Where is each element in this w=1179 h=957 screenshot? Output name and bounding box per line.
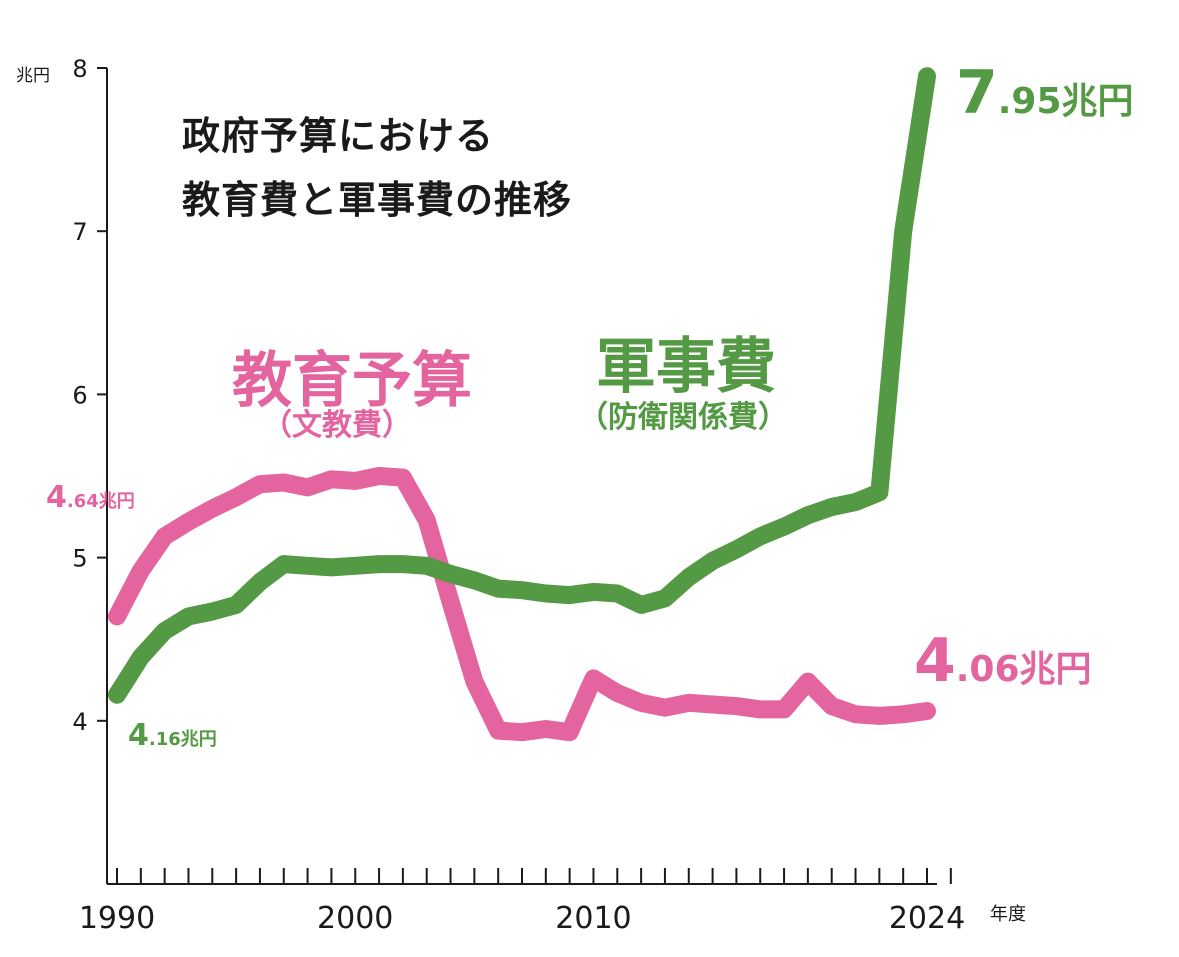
education-start-value-lead: 4 (46, 480, 67, 515)
military-start-value-rest: .16兆円 (148, 729, 217, 750)
chart-title-line1: 政府予算における (182, 114, 495, 158)
x-axis-unit: 年度 (990, 904, 1026, 925)
education-end-value: 4.06兆円 (914, 626, 1092, 696)
military-series-sublabel: （防衛関係費） (578, 400, 788, 435)
y-tick-label-8: 8 (72, 55, 87, 83)
y-tick-label-6: 6 (72, 381, 87, 409)
x-tick-label-2024: 2024 (889, 901, 965, 936)
x-tick-label-1990: 1990 (79, 901, 155, 936)
military-end-value: 7.95兆円 (956, 58, 1134, 128)
chart-title: 政府予算における 教育費と軍事費の推移 (182, 104, 572, 232)
military-end-value-lead: 7 (956, 58, 998, 128)
education-start-value-rest: .64兆円 (66, 491, 135, 512)
y-axis-unit: 兆円 (16, 66, 50, 86)
education-start-value: 4.64兆円 (46, 480, 135, 515)
chart-title-line2: 教育費と軍事費の推移 (182, 178, 573, 222)
x-tick-label-2000: 2000 (317, 901, 393, 936)
education-end-value-rest: .06兆円 (955, 649, 1092, 690)
education-series-sublabel: （文教費） (262, 408, 412, 443)
x-tick-label-2010: 2010 (555, 901, 631, 936)
y-tick-label-4: 4 (72, 708, 87, 736)
y-tick-label-5: 5 (72, 545, 87, 573)
series-lines (108, 67, 936, 742)
military-start-value-lead: 4 (128, 718, 149, 753)
education-series-label: 教育予算 (232, 346, 472, 416)
education-end-value-lead: 4 (914, 626, 956, 696)
ticks: 4 5 6 7 8 1990 2000 2010 2024 (72, 55, 965, 936)
military-series-label: 軍事費 (596, 332, 776, 402)
military-start-value: 4.16兆円 (128, 718, 217, 753)
military-end-value-rest: .95兆円 (997, 81, 1134, 122)
y-tick-label-7: 7 (72, 218, 87, 246)
